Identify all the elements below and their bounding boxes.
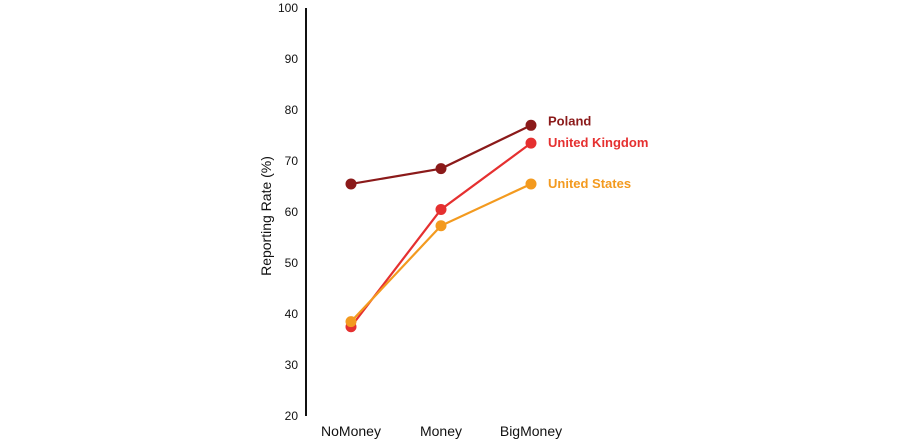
x-category-label: Money (420, 423, 462, 439)
data-point-united-states (435, 220, 447, 232)
data-point-poland (525, 119, 537, 131)
y-tick-label: 40 (285, 307, 299, 321)
x-category-label: BigMoney (500, 423, 562, 439)
y-tick-label: 30 (285, 358, 299, 372)
series-line-poland (350, 124, 532, 186)
data-point-poland (345, 178, 357, 190)
series-labels: Poland United Kingdom United States (548, 113, 648, 191)
y-tick-label: 60 (285, 205, 299, 219)
y-tick-label: 80 (285, 103, 299, 117)
y-axis-ticks: 20 30 40 50 60 70 80 90 100 (278, 1, 298, 423)
data-point-united-kingdom (525, 137, 537, 149)
data-point-united-states (525, 178, 537, 190)
series-points (345, 119, 537, 333)
x-category-label: NoMoney (321, 423, 381, 439)
y-tick-label: 70 (285, 154, 299, 168)
y-axis-title: Reporting Rate (%) (258, 156, 274, 276)
y-tick-label: 90 (285, 52, 299, 66)
series-label-united-kingdom: United Kingdom (548, 135, 648, 150)
series-label-poland: Poland (548, 113, 591, 128)
data-point-united-states (345, 316, 357, 328)
series-label-united-states: United States (548, 176, 631, 191)
x-axis-labels: NoMoney Money BigMoney (321, 423, 562, 439)
y-tick-label: 20 (285, 409, 299, 423)
y-tick-label: 50 (285, 256, 299, 270)
y-tick-label: 100 (278, 1, 298, 15)
data-point-united-kingdom (435, 203, 447, 215)
data-point-poland (435, 163, 447, 175)
